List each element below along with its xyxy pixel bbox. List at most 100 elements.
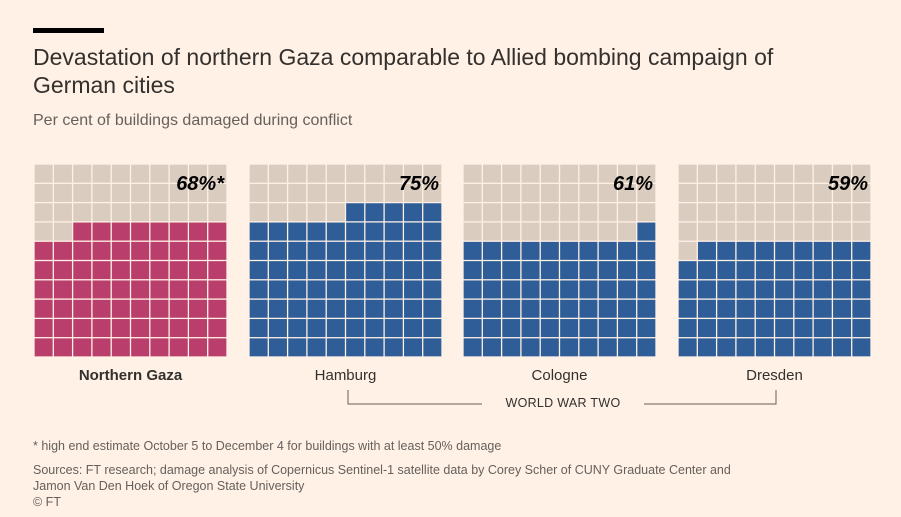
waffle-cell-damaged xyxy=(618,241,637,260)
waffle-cell-damaged xyxy=(736,319,755,338)
waffle-cell-damaged xyxy=(365,261,384,280)
waffle-cell-damaged xyxy=(736,338,755,357)
waffle-cell-damaged xyxy=(53,299,72,318)
waffle-cell-undamaged xyxy=(717,164,736,183)
waffle-cell-damaged xyxy=(678,319,697,338)
waffle-cell-damaged xyxy=(288,280,307,299)
waffle-cell-damaged xyxy=(502,241,521,260)
waffle-cell-undamaged xyxy=(540,183,559,202)
waffle-cell-damaged xyxy=(249,280,268,299)
waffle-cell-damaged xyxy=(189,319,208,338)
waffle-cell-damaged xyxy=(463,261,482,280)
waffle-cell-damaged xyxy=(404,299,423,318)
waffle-cell-damaged xyxy=(346,203,365,222)
waffle-cell-undamaged xyxy=(111,183,130,202)
waffle-cell-undamaged xyxy=(384,183,403,202)
waffle-cell-damaged xyxy=(423,203,442,222)
waffle-cell-damaged xyxy=(755,319,774,338)
waffle-cell-undamaged xyxy=(697,203,716,222)
waffle-cell-undamaged xyxy=(637,164,656,183)
waffle-cell-damaged xyxy=(579,280,598,299)
waffle-cell-damaged xyxy=(92,299,111,318)
waffle-cell-undamaged xyxy=(423,164,442,183)
waffle-cell-damaged xyxy=(268,222,287,241)
waffle-cell-damaged xyxy=(189,241,208,260)
waffle-cell-damaged xyxy=(482,338,501,357)
waffle-cell-damaged xyxy=(852,319,871,338)
value-label: 68%* xyxy=(176,173,225,195)
waffle-cell-damaged xyxy=(423,241,442,260)
waffle-cell-undamaged xyxy=(73,183,92,202)
waffle-cell-damaged xyxy=(521,319,540,338)
waffle-cell-undamaged xyxy=(521,183,540,202)
waffle-cell-damaged xyxy=(307,222,326,241)
waffle-cell-damaged xyxy=(579,319,598,338)
waffle-cell-undamaged xyxy=(53,183,72,202)
waffle-cell-damaged xyxy=(755,299,774,318)
chart-subtitle: Per cent of buildings damaged during con… xyxy=(33,112,353,129)
waffle-cell-damaged xyxy=(521,241,540,260)
waffle-cell-undamaged xyxy=(482,183,501,202)
waffle-cell-damaged xyxy=(208,241,227,260)
waffle-cell-undamaged xyxy=(53,222,72,241)
waffle-cell-damaged xyxy=(852,338,871,357)
waffle-cell-undamaged xyxy=(755,203,774,222)
world-war-two-label: WORLD WAR TWO xyxy=(505,396,621,410)
waffle-cell-damaged xyxy=(384,241,403,260)
waffle-cell-damaged xyxy=(560,299,579,318)
waffle-cell-damaged xyxy=(169,241,188,260)
waffle-cell-damaged xyxy=(717,319,736,338)
waffle-cell-damaged xyxy=(404,241,423,260)
waffle-cell-undamaged xyxy=(794,164,813,183)
category-label: Dresden xyxy=(746,367,803,384)
waffle-cell-undamaged xyxy=(521,222,540,241)
waffle-cell-damaged xyxy=(736,299,755,318)
waffle-cell-undamaged xyxy=(736,183,755,202)
waffle-cell-damaged xyxy=(775,280,794,299)
waffle-cell-damaged xyxy=(423,319,442,338)
waffle-cell-damaged xyxy=(482,319,501,338)
waffle-cell-damaged xyxy=(521,280,540,299)
waffle-cell-damaged xyxy=(384,319,403,338)
waffle-cell-damaged xyxy=(326,299,345,318)
waffle-cell-damaged xyxy=(34,338,53,357)
waffle-cell-damaged xyxy=(326,319,345,338)
waffle-cell-damaged xyxy=(365,280,384,299)
copyright: © FT xyxy=(33,495,61,509)
waffle-cell-damaged xyxy=(697,280,716,299)
waffle-cell-damaged xyxy=(833,261,852,280)
waffle-cell-damaged xyxy=(208,338,227,357)
waffle-cell-undamaged xyxy=(482,164,501,183)
waffle-cell-undamaged xyxy=(579,183,598,202)
waffle-cell-undamaged xyxy=(833,203,852,222)
waffle-cell-undamaged xyxy=(189,164,208,183)
waffle-cell-undamaged xyxy=(717,222,736,241)
waffle-cell-damaged xyxy=(189,280,208,299)
waffle-cell-undamaged xyxy=(150,203,169,222)
waffle-cell-damaged xyxy=(326,338,345,357)
waffle-cell-undamaged xyxy=(598,203,617,222)
waffle-cell-undamaged xyxy=(813,222,832,241)
value-label: 61% xyxy=(613,173,653,195)
waffle-cell-damaged xyxy=(365,319,384,338)
ft-top-bar xyxy=(33,28,104,33)
waffle-cell-damaged xyxy=(404,319,423,338)
waffle-charts: 68%* Northern Gaza 75% Hamburg 61% Cologne 59%… xyxy=(34,164,871,405)
waffle-cell-undamaged xyxy=(384,164,403,183)
waffle-cell-damaged xyxy=(637,319,656,338)
waffle-cell-undamaged xyxy=(189,203,208,222)
waffle-cell-damaged xyxy=(775,299,794,318)
waffle-cell-damaged xyxy=(579,261,598,280)
waffle-cell-damaged xyxy=(678,280,697,299)
waffle-cell-undamaged xyxy=(34,203,53,222)
waffle-cell-damaged xyxy=(697,338,716,357)
waffle-cell-undamaged xyxy=(775,203,794,222)
waffle-cell-damaged xyxy=(598,299,617,318)
waffle-cell-damaged xyxy=(560,338,579,357)
waffle-cell-undamaged xyxy=(502,164,521,183)
waffle-cell-damaged xyxy=(813,299,832,318)
waffle-cell-undamaged xyxy=(560,183,579,202)
waffle-cell-damaged xyxy=(92,280,111,299)
waffle-cell-damaged xyxy=(717,299,736,318)
waffle-cell-damaged xyxy=(208,280,227,299)
